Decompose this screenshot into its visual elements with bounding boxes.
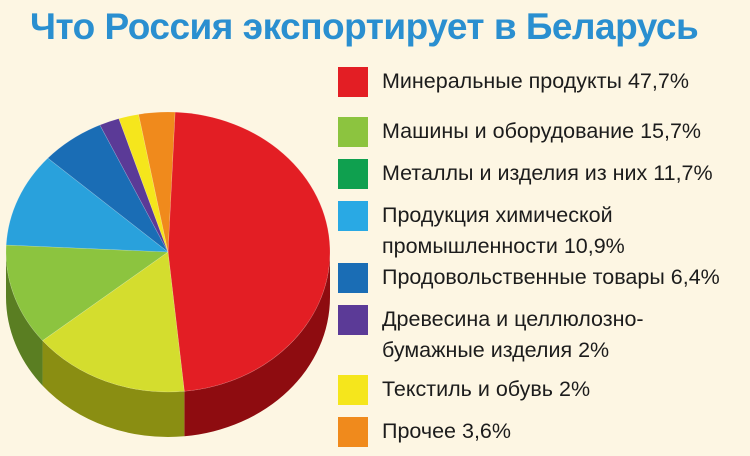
legend-swatch — [338, 159, 368, 189]
legend-swatch — [338, 201, 368, 231]
legend-label-line: Древесина и целлюлозно- — [382, 307, 644, 331]
legend-label-line: промышленности 10,9% — [382, 234, 625, 258]
legend-swatch — [338, 263, 368, 293]
pie-side-1 — [42, 340, 185, 437]
legend-label: Металлы и изделия из них 11,7% — [382, 158, 713, 189]
pie-side-0 — [184, 252, 331, 437]
legend-item: Минеральные продукты 47,7% — [338, 66, 689, 97]
pie-slice-5 — [99, 118, 169, 253]
legend-item: Продукция химической промышленности 10,9% — [338, 200, 625, 262]
legend-item: Прочее 3,6% — [338, 416, 511, 447]
legend-item: Текстиль и обувь 2% — [338, 374, 590, 405]
pie-slice-3 — [5, 157, 169, 253]
legend-label-line: Продукция химической — [382, 203, 613, 227]
legend-swatch — [338, 117, 368, 147]
legend-label-line: бумажные изделия 2% — [382, 338, 610, 362]
legend-item: Металлы и изделия из них 11,7% — [338, 158, 713, 189]
legend-label-line: Минеральные продукты 47,7% — [382, 69, 689, 93]
legend-swatch — [338, 305, 368, 335]
pie-top-slices — [5, 111, 331, 393]
legend-item: Машины и оборудование 15,7% — [338, 116, 701, 147]
legend-swatch — [338, 417, 368, 447]
legend-label-line: Металлы и изделия из них 11,7% — [382, 161, 713, 185]
pie-slice-2 — [5, 244, 169, 341]
pie-slice-4 — [47, 124, 169, 253]
legend-label: Текстиль и обувь 2% — [382, 374, 590, 405]
pie-side-2 — [6, 252, 43, 386]
legend-label: Минеральные продукты 47,7% — [382, 66, 689, 97]
legend-item: Древесина и целлюлозно-бумажные изделия … — [338, 304, 644, 366]
legend-label: Продовольственные товары 6,4% — [382, 262, 720, 293]
pie-slice-7 — [138, 111, 176, 253]
legend-label: Продукция химической промышленности 10,9% — [382, 200, 625, 262]
pie-side-walls — [6, 252, 331, 437]
legend-label-line: Текстиль и обувь 2% — [382, 377, 591, 401]
legend-label: Древесина и целлюлозно-бумажные изделия … — [382, 304, 644, 366]
legend-swatch — [338, 375, 368, 405]
legend-label-line: Прочее 3,6% — [382, 419, 511, 443]
legend-label: Машины и оборудование 15,7% — [382, 116, 701, 147]
pie-slice-6 — [118, 113, 169, 253]
legend-label: Прочее 3,6% — [382, 416, 511, 447]
legend-swatch — [338, 67, 368, 97]
legend-label-line: Продовольственные товары 6,4% — [382, 265, 720, 289]
pie-slice-0 — [167, 111, 331, 392]
legend-label-line: Машины и оборудование 15,7% — [382, 119, 702, 143]
pie-slice-1 — [42, 251, 185, 393]
legend-item: Продовольственные товары 6,4% — [338, 262, 720, 293]
chart-title: Что Россия экспортирует в Беларусь — [30, 6, 699, 47]
